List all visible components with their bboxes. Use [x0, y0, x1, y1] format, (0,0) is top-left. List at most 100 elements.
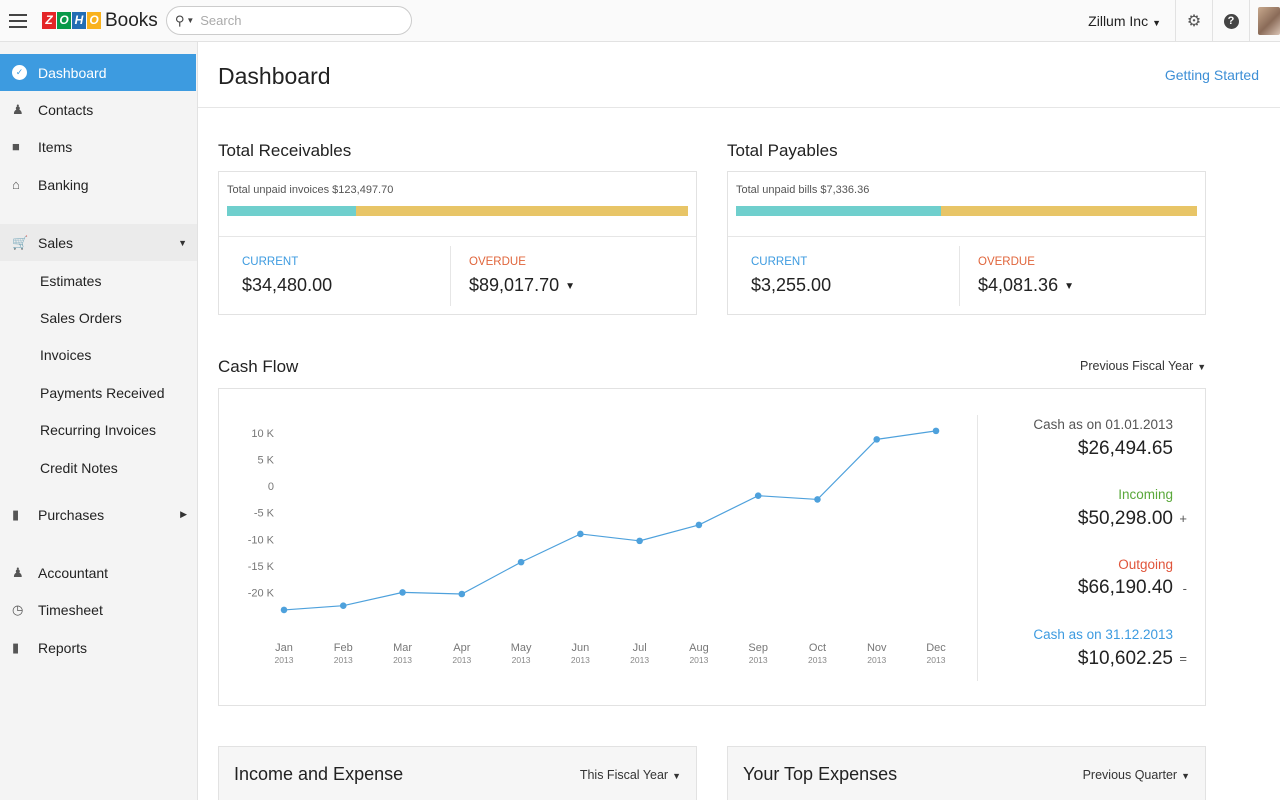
x-tick-label: Jul	[633, 642, 647, 654]
sidebar-item-sales[interactable]: 🛒 Sales ▼	[0, 224, 197, 261]
gear-icon: ⚙	[1186, 13, 1202, 30]
data-point[interactable]	[932, 427, 940, 435]
search-input[interactable]	[200, 13, 381, 28]
receivables-bar[interactable]	[227, 206, 688, 216]
org-name: Zillum Inc	[1088, 13, 1149, 29]
receivables-title: Total Receivables	[218, 141, 352, 160]
page-header: Dashboard Getting Started	[198, 42, 1280, 108]
x-tick-year-label: 2013	[689, 655, 708, 665]
bank-icon: ⌂	[12, 177, 20, 192]
overdue-bar-segment	[356, 206, 688, 216]
chevron-down-icon: ▼	[178, 237, 187, 248]
x-tick-label: Apr	[453, 642, 470, 654]
zoho-logo: Z O H O	[42, 12, 101, 29]
top-expenses-title: Your Top Expenses	[743, 764, 898, 784]
data-point[interactable]	[458, 590, 466, 598]
sidebar-item-contacts[interactable]: ♟ Contacts	[0, 91, 197, 128]
payables-bar[interactable]	[736, 206, 1197, 216]
overdue-bar-segment	[941, 206, 1197, 216]
sidebar-item-sales-orders[interactable]: Sales Orders	[0, 299, 197, 336]
x-tick-year-label: 2013	[927, 655, 946, 665]
series-line	[283, 430, 937, 611]
organization-switcher[interactable]: Zillum Inc ▼	[1088, 13, 1161, 29]
search-box[interactable]: ⚲ ▼	[165, 6, 412, 35]
chevron-down-icon: ▼	[672, 771, 681, 781]
closing-cash-value: $10,602.25	[1077, 648, 1173, 669]
payables-current-amount[interactable]: $3,255.00	[751, 275, 832, 295]
sidebar-item-credit-notes[interactable]: Credit Notes	[0, 449, 197, 486]
chevron-down-icon[interactable]: ▼	[565, 280, 575, 292]
sidebar-item-purchases[interactable]: ▮ Purchases ▶	[0, 496, 197, 533]
logo-letter: H	[72, 12, 86, 29]
receivables-current-amount[interactable]: $34,480.00	[242, 275, 333, 295]
opening-cash-value: $26,494.65	[1077, 438, 1173, 459]
app-logo[interactable]: Z O H O Books	[42, 10, 158, 32]
cashflow-chart: 10 K5 K0-5 K-10 K-15 K-20 KJan2013Feb201…	[248, 427, 946, 665]
x-tick-label: Nov	[867, 642, 887, 654]
data-point[interactable]	[636, 537, 643, 545]
x-tick-year-label: 2013	[571, 655, 590, 665]
sidebar-item-label: Sales Orders	[40, 309, 122, 326]
search-scope-caret-icon[interactable]: ▼	[186, 16, 195, 25]
x-tick-label: Sep	[748, 642, 768, 654]
receivables-overdue-amount[interactable]: $89,017.70 ▼	[469, 275, 575, 296]
data-point[interactable]	[517, 558, 525, 566]
sidebar-item-timesheet[interactable]: ◷ Timesheet	[0, 591, 197, 628]
user-icon: ♟	[12, 101, 24, 117]
data-point[interactable]	[399, 589, 406, 596]
x-tick-year-label: 2013	[749, 655, 768, 665]
sidebar-item-invoices[interactable]: Invoices	[0, 336, 197, 373]
x-tick-label: Feb	[334, 642, 353, 654]
sidebar: ✓ Dashboard ♟ Contacts ■ Items ⌂ Banking…	[0, 42, 198, 800]
getting-started-link[interactable]: Getting Started	[1164, 67, 1259, 83]
data-point[interactable]	[577, 530, 584, 538]
overdue-amount-text: $89,017.70	[469, 275, 560, 295]
x-tick-label: Jun	[571, 642, 589, 654]
menu-icon[interactable]	[0, 0, 36, 42]
top-expenses-period-dropdown[interactable]: Previous Quarter ▼	[1083, 768, 1190, 782]
sidebar-item-dashboard[interactable]: ✓ Dashboard	[0, 54, 196, 91]
top-bar: Z O H O Books ⚲ ▼ Zillum Inc▼ ⚙ ?	[0, 0, 1280, 42]
data-point[interactable]	[754, 492, 762, 499]
x-tick-year-label: 2013	[275, 655, 294, 665]
chevron-down-icon: ▼	[1152, 18, 1161, 28]
bag-icon: ▮	[12, 506, 20, 522]
x-tick-label: Jan	[275, 642, 293, 654]
sidebar-item-recurring-invoices[interactable]: Recurring Invoices	[0, 411, 197, 448]
period-label: Previous Quarter	[1082, 768, 1178, 782]
sidebar-item-estimates[interactable]: Estimates	[0, 262, 197, 299]
sidebar-item-payments-received[interactable]: Payments Received	[0, 374, 197, 411]
avatar[interactable]	[1258, 7, 1280, 35]
sidebar-item-items[interactable]: ■ Items	[0, 128, 197, 165]
overdue-label: OVERDUE	[978, 256, 1035, 268]
x-tick-label: Oct	[809, 642, 826, 654]
overdue-amount-text: $4,081.36	[978, 275, 1059, 295]
income-expense-period-dropdown[interactable]: This Fiscal Year ▼	[580, 768, 681, 782]
search-icon[interactable]: ⚲	[174, 12, 185, 28]
data-point[interactable]	[339, 602, 347, 609]
product-name: Books	[105, 9, 158, 31]
data-point[interactable]	[280, 606, 288, 614]
top-expenses-card: Your Top Expenses Previous Quarter ▼	[727, 746, 1206, 800]
settings-button[interactable]: ⚙	[1176, 0, 1212, 42]
sidebar-item-accountant[interactable]: ♟ Accountant	[0, 554, 197, 591]
sidebar-item-label: Dashboard	[38, 64, 107, 81]
help-button[interactable]: ?	[1213, 0, 1249, 42]
sidebar-item-label: Payments Received	[40, 384, 165, 401]
cashflow-period-dropdown[interactable]: Previous Fiscal Year ▼	[1080, 359, 1206, 373]
chevron-right-icon: ▶	[180, 509, 187, 519]
sidebar-item-banking[interactable]: ⌂ Banking	[0, 166, 197, 203]
data-point[interactable]	[695, 521, 703, 529]
payables-overdue-amount[interactable]: $4,081.36 ▼	[978, 275, 1074, 296]
minus-sign: -	[1182, 581, 1187, 596]
data-point[interactable]	[873, 436, 881, 443]
main-content: Dashboard Getting Started Total Receivab…	[198, 42, 1280, 800]
data-point[interactable]	[814, 496, 821, 503]
chevron-down-icon[interactable]: ▼	[1064, 280, 1074, 292]
sidebar-item-reports[interactable]: ▮ Reports	[0, 629, 197, 666]
x-tick-year-label: 2013	[512, 655, 531, 665]
x-tick-year-label: 2013	[452, 655, 471, 665]
current-label: CURRENT	[242, 256, 299, 268]
receivables-card: Total unpaid invoices $123,497.70 CURREN…	[218, 171, 697, 315]
